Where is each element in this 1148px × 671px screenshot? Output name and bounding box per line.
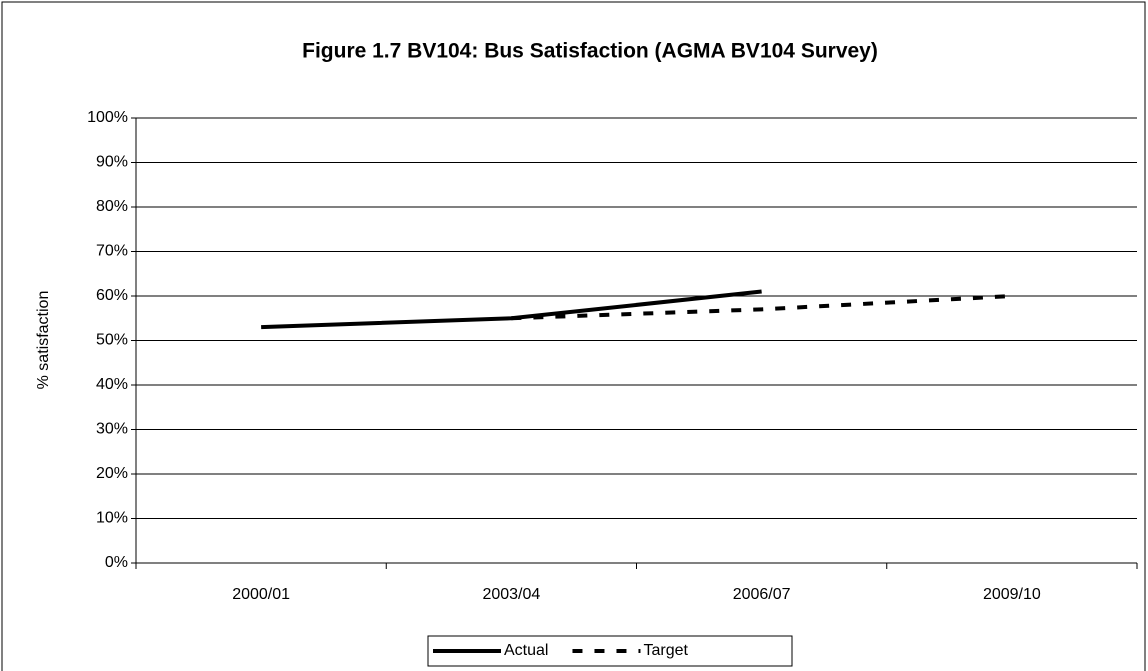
- y-tick-label: 0%: [105, 554, 128, 571]
- y-tick-label: 20%: [96, 465, 128, 482]
- y-tick-label: 50%: [96, 332, 128, 349]
- y-axis-label: % satisfaction: [35, 291, 52, 390]
- y-tick-label: 40%: [96, 376, 128, 393]
- y-tick-label: 70%: [96, 243, 128, 260]
- y-tick-label: 100%: [87, 109, 128, 126]
- y-tick-label: 30%: [96, 421, 128, 438]
- x-tick-label: 2006/07: [733, 586, 791, 603]
- x-tick-label: 2009/10: [983, 586, 1041, 603]
- legend-label: Actual: [504, 642, 548, 659]
- x-tick-label: 2003/04: [482, 586, 540, 603]
- chart-title: Figure 1.7 BV104: Bus Satisfaction (AGMA…: [302, 40, 878, 63]
- y-tick-label: 60%: [96, 287, 128, 304]
- y-tick-label: 80%: [96, 198, 128, 215]
- y-tick-label: 10%: [96, 510, 128, 527]
- x-tick-label: 2000/01: [232, 586, 290, 603]
- legend-label: Target: [643, 642, 688, 659]
- series-line: [511, 294, 1012, 321]
- y-tick-label: 90%: [96, 154, 128, 171]
